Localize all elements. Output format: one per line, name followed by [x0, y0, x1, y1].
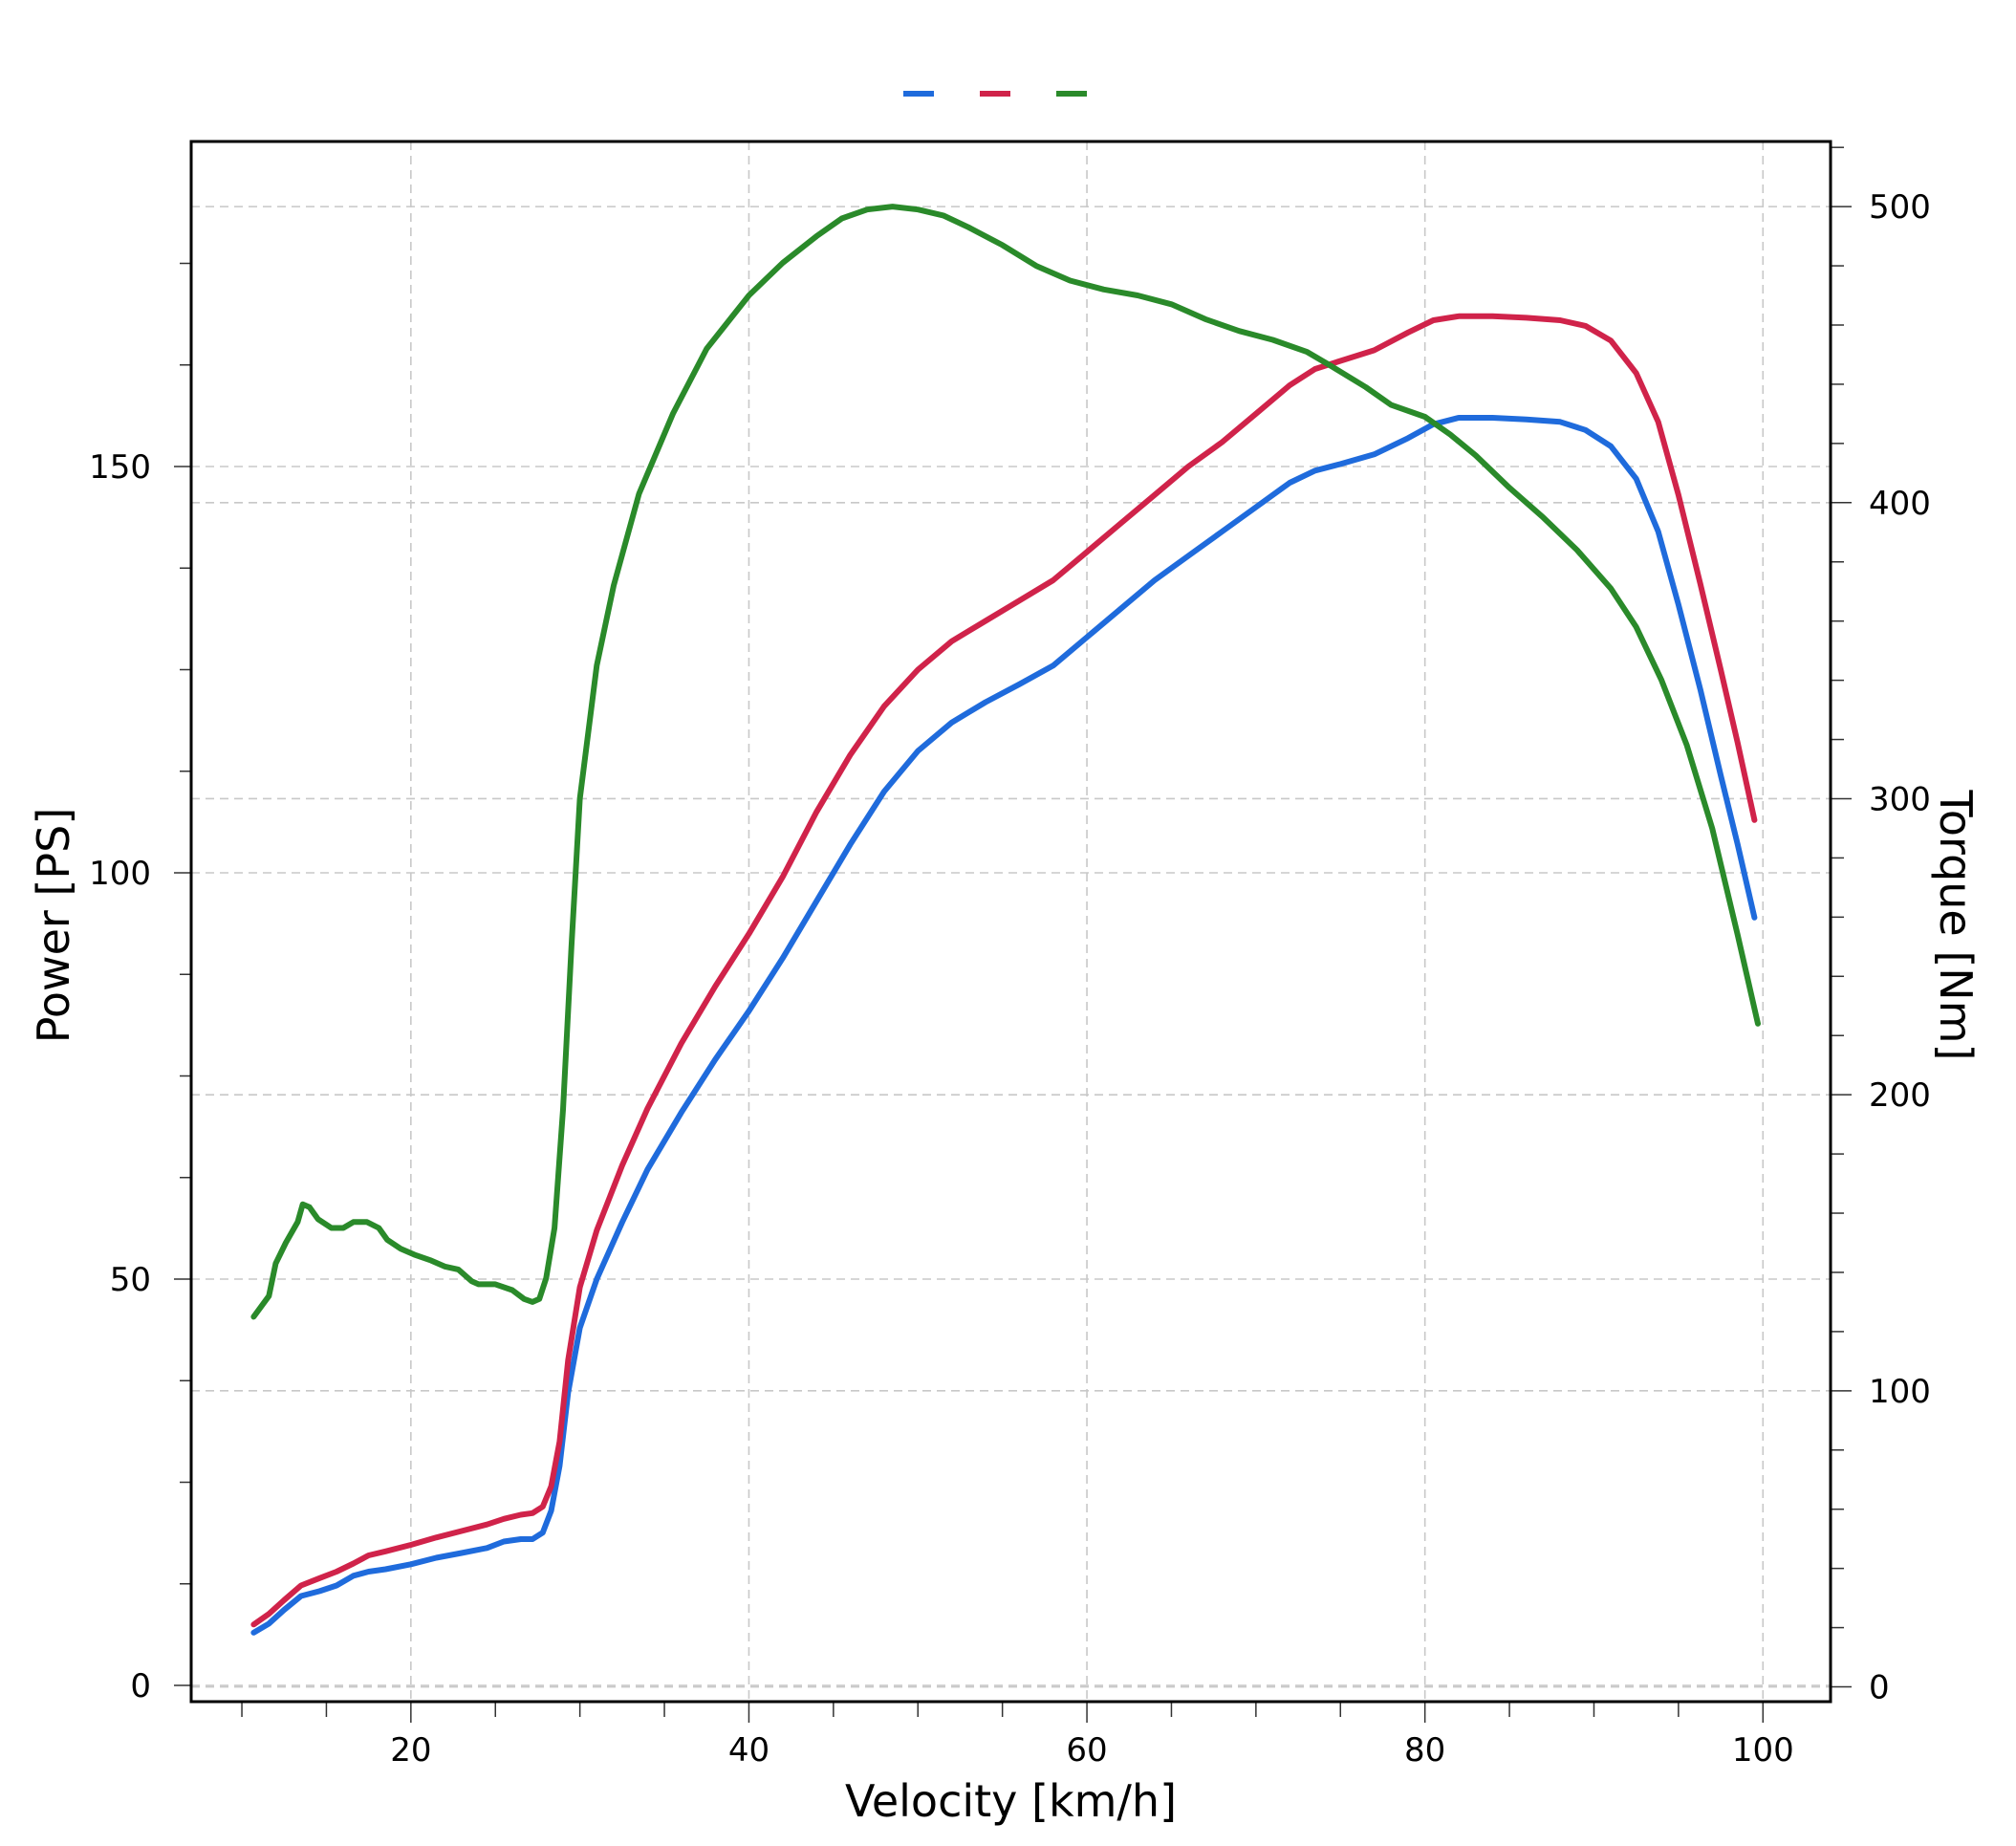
- y2-tick-label: 100: [1869, 1373, 1931, 1411]
- y2-tick-label: 400: [1869, 485, 1931, 523]
- x-tick-label: 80: [1404, 1731, 1445, 1770]
- y2-tick-label: 0: [1869, 1669, 1890, 1707]
- series-line-2: [250, 313, 1758, 1628]
- x-axis: 20 40 60 80 100: [241, 1702, 1794, 1770]
- plot-series: [250, 204, 1761, 1636]
- y-tick-label: 150: [89, 448, 151, 487]
- y-axis-title: Power [PS]: [28, 808, 79, 1044]
- y-tick-label: 0: [130, 1667, 151, 1705]
- grid-lines: [191, 141, 1831, 1702]
- x-tick-label: 100: [1732, 1731, 1794, 1770]
- plot-frame: [189, 140, 1832, 1704]
- y2-axis-title: Torque [Nm]: [1930, 790, 1982, 1061]
- series-line-3: [250, 204, 1761, 1320]
- y2-tick-label: 300: [1869, 780, 1931, 818]
- y-axis-left: 0 50 100 150: [89, 262, 191, 1705]
- y2-tick-label: 500: [1869, 188, 1931, 227]
- x-tick-label: 40: [728, 1731, 770, 1770]
- x-axis-title: Velocity [km/h]: [845, 1775, 1177, 1827]
- series-line-1: [250, 415, 1758, 1636]
- y-tick-label: 100: [89, 855, 151, 893]
- x-tick-label: 60: [1066, 1731, 1107, 1770]
- y-tick-label: 50: [110, 1261, 151, 1299]
- x-tick-label: 20: [390, 1731, 431, 1770]
- y-axis-right: 0 100 200 300 400 500: [1831, 146, 1931, 1707]
- y2-tick-label: 200: [1869, 1076, 1931, 1115]
